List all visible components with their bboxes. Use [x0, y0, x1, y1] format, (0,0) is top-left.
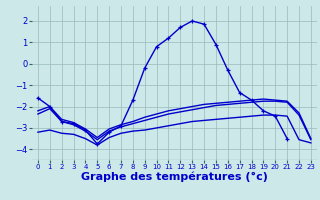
X-axis label: Graphe des températures (°c): Graphe des températures (°c)	[81, 172, 268, 182]
